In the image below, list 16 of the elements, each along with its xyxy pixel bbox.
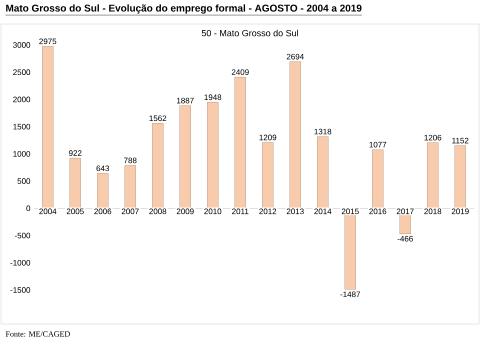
bar (317, 136, 328, 209)
bar (234, 76, 246, 209)
bar (42, 46, 54, 209)
bar (207, 102, 218, 209)
bar (427, 142, 438, 209)
bar (372, 149, 384, 209)
chart-subtitle: 50 - Mato Grosso do Sul (202, 30, 298, 36)
bar (454, 145, 466, 209)
bar (262, 142, 274, 209)
bar (124, 165, 136, 209)
bar (70, 158, 81, 209)
bar (97, 173, 108, 209)
bar (180, 105, 191, 209)
bar (290, 61, 301, 209)
chart-title: Mato Grosso do Sul - Evolução do emprego formal - AGOSTO - 2004 a 2019 (6, 4, 362, 14)
bar (152, 123, 164, 209)
